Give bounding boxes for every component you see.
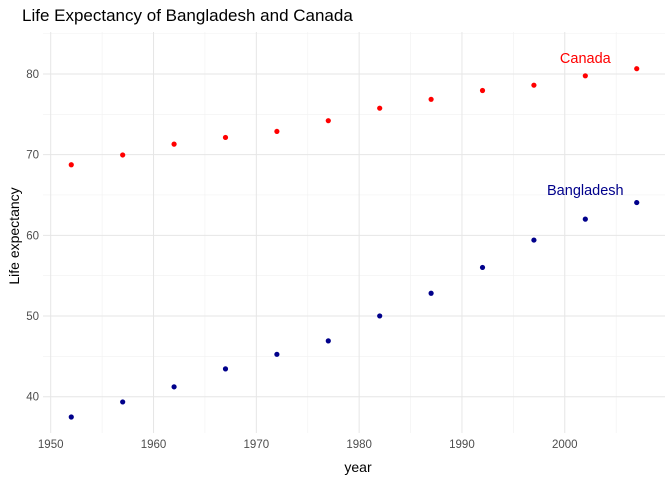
canada-point bbox=[531, 82, 537, 88]
canada-point bbox=[325, 118, 331, 124]
y-tick-label: 80 bbox=[26, 69, 39, 81]
bangladesh-point bbox=[634, 199, 640, 206]
bangladesh-point bbox=[479, 264, 486, 271]
y-tick-label: 50 bbox=[26, 311, 39, 323]
canada-point bbox=[428, 96, 434, 102]
canada-point bbox=[479, 87, 486, 94]
x-tick-labels: 1950 1960 1970 1980 1990 2000 bbox=[38, 439, 578, 451]
y-tick-labels: 40 50 60 70 80 bbox=[26, 69, 39, 404]
canada-point bbox=[120, 152, 126, 158]
grid-major bbox=[43, 32, 665, 433]
bangladesh-point bbox=[274, 351, 280, 357]
y-tick-label: 70 bbox=[26, 150, 39, 162]
x-tick-label: 1990 bbox=[449, 439, 475, 451]
y-tick-label: 60 bbox=[26, 230, 39, 242]
canada-point bbox=[634, 66, 640, 72]
x-tick-label: 1950 bbox=[38, 439, 64, 451]
x-axis-label: year bbox=[344, 459, 372, 475]
y-axis-label: Life expectancy bbox=[6, 187, 22, 284]
canada-point bbox=[222, 134, 229, 141]
bangladesh-point bbox=[377, 313, 383, 319]
bangladesh-point bbox=[582, 216, 588, 222]
bangladesh-point bbox=[325, 338, 331, 344]
y-tick-label: 40 bbox=[26, 392, 39, 404]
data-points bbox=[68, 66, 640, 420]
canada-annotation: Canada bbox=[560, 51, 612, 67]
canada-point bbox=[582, 73, 588, 79]
chart-title: Life Expectancy of Bangladesh and Canada bbox=[22, 6, 353, 25]
bangladesh-point bbox=[531, 237, 537, 243]
x-tick-label: 1980 bbox=[346, 439, 372, 451]
bangladesh-point bbox=[222, 366, 229, 372]
bangladesh-point bbox=[68, 414, 74, 420]
bangladesh-point bbox=[171, 384, 177, 390]
bangladesh-point bbox=[120, 399, 126, 405]
canada-point bbox=[274, 128, 280, 135]
bangladesh-annotation: Bangladesh bbox=[547, 183, 624, 199]
x-tick-label: 1960 bbox=[141, 439, 167, 451]
annotations: Canada Bangladesh bbox=[547, 51, 624, 199]
x-tick-label: 1970 bbox=[244, 439, 270, 451]
canada-point bbox=[68, 162, 74, 168]
grid-minor bbox=[43, 32, 665, 433]
bangladesh-point bbox=[428, 290, 434, 296]
x-tick-label: 2000 bbox=[552, 439, 578, 451]
canada-point bbox=[377, 105, 383, 111]
canada-point bbox=[171, 141, 177, 147]
